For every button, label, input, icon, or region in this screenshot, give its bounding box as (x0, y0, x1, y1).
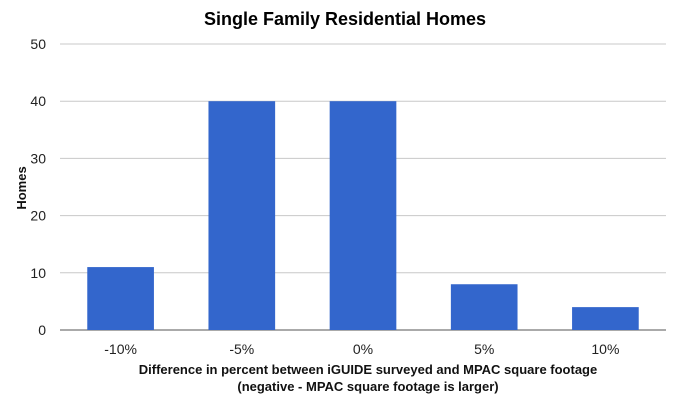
y-tick-label: 20 (30, 208, 46, 224)
y-axis-ticks: 0 10 20 30 40 50 (30, 36, 46, 338)
x-axis-label-note: (negative - MPAC square footage is large… (237, 379, 498, 394)
bar--5pct (208, 101, 276, 330)
y-axis-label: Homes (14, 166, 29, 209)
chart-title: Single Family Residential Homes (204, 9, 486, 29)
y-tick-label: 40 (30, 93, 46, 109)
x-tick-label: -5% (229, 341, 254, 357)
bar-10pct (572, 307, 639, 330)
x-axis-ticks: -10% -5% 0% 5% 10% (104, 341, 619, 357)
x-axis-label: Difference in percent between iGUIDE sur… (139, 362, 597, 377)
bar-0pct (329, 101, 397, 330)
bars (87, 101, 639, 330)
x-tick-label: 0% (353, 341, 373, 357)
x-tick-label: -10% (104, 341, 137, 357)
bar--10pct (87, 267, 154, 330)
y-tick-label: 0 (38, 322, 46, 338)
y-tick-label: 30 (30, 150, 46, 166)
x-tick-label: 5% (474, 341, 494, 357)
x-tick-label: 10% (591, 341, 619, 357)
bar-5pct (450, 284, 518, 330)
y-tick-label: 50 (30, 36, 46, 52)
y-tick-label: 10 (30, 265, 46, 281)
